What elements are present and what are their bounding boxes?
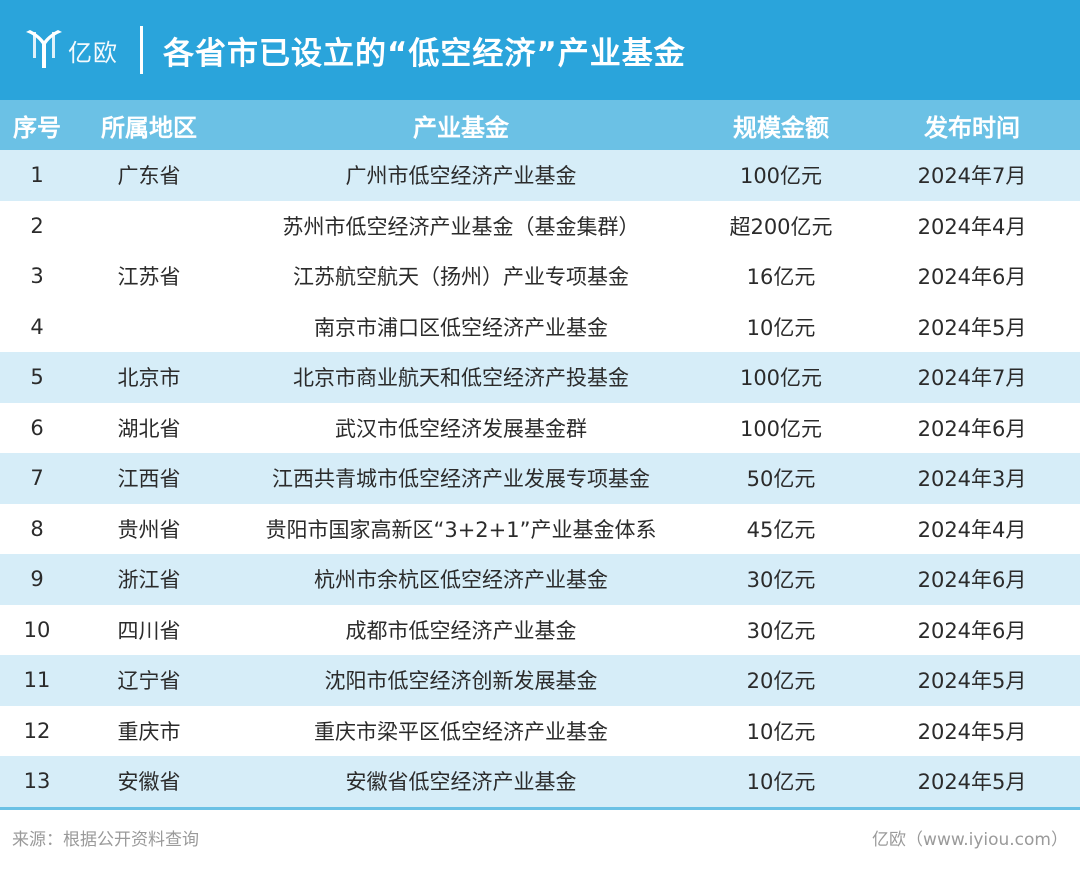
column-header-date: 发布时间 [864, 100, 1080, 150]
cell-fund: 北京市商业航天和低空经济产投基金 [224, 352, 698, 403]
cell-region: 贵州省 [74, 503, 224, 554]
cell-no: 3 [0, 251, 74, 302]
cell-scale: 100亿元 [698, 352, 864, 403]
table-row: 13 安徽省 安徽省低空经济产业基金 10亿元 2024年5月 [0, 756, 1080, 810]
cell-region: 江西省 [74, 453, 224, 504]
cell-region: 江苏省 [74, 251, 224, 302]
cell-date: 2024年5月 [864, 705, 1080, 756]
cell-date: 2024年4月 [864, 200, 1080, 251]
cell-date: 2024年5月 [864, 301, 1080, 352]
cell-no: 1 [0, 150, 74, 201]
table-row: 2 苏州市低空经济产业基金（基金集群） 超200亿元 2024年4月 [0, 200, 1080, 251]
cell-fund: 江西共青城市低空经济产业发展专项基金 [224, 453, 698, 504]
yiou-logo-icon [26, 30, 62, 68]
cell-fund: 沈阳市低空经济创新发展基金 [224, 655, 698, 706]
table-row: 8 贵州省 贵阳市国家高新区“3+2+1”产业基金体系 45亿元 2024年4月 [0, 503, 1080, 554]
cell-scale: 100亿元 [698, 150, 864, 201]
cell-scale: 10亿元 [698, 301, 864, 352]
column-header-fund: 产业基金 [224, 100, 698, 150]
table-row: 7 江西省 江西共青城市低空经济产业发展专项基金 50亿元 2024年3月 [0, 453, 1080, 504]
cell-fund: 广州市低空经济产业基金 [224, 150, 698, 201]
credit-note: 亿欧（www.iyiou.com） [872, 830, 1068, 850]
table-body: 1 广东省 广州市低空经济产业基金 100亿元 2024年7月 2 苏州市低空经… [0, 150, 1080, 810]
cell-no: 9 [0, 554, 74, 605]
logo-text: 亿欧 [68, 38, 118, 67]
cell-scale: 16亿元 [698, 251, 864, 302]
cell-no: 2 [0, 200, 74, 251]
cell-region: 广东省 [74, 150, 224, 201]
cell-fund: 贵阳市国家高新区“3+2+1”产业基金体系 [224, 503, 698, 554]
cell-region [74, 301, 224, 352]
source-note: 来源：根据公开资料查询 [12, 830, 199, 850]
table-row: 3 江苏省 江苏航空航天（扬州）产业专项基金 16亿元 2024年6月 [0, 251, 1080, 302]
table-row: 9 浙江省 杭州市余杭区低空经济产业基金 30亿元 2024年6月 [0, 554, 1080, 605]
cell-fund: 武汉市低空经济发展基金群 [224, 402, 698, 453]
column-header-no: 序号 [0, 100, 74, 150]
cell-scale: 50亿元 [698, 453, 864, 504]
cell-scale: 30亿元 [698, 554, 864, 605]
cell-scale: 20亿元 [698, 655, 864, 706]
cell-no: 6 [0, 402, 74, 453]
cell-no: 13 [0, 756, 74, 810]
cell-scale: 10亿元 [698, 756, 864, 810]
title-divider [140, 26, 143, 74]
cell-region: 重庆市 [74, 705, 224, 756]
cell-no: 5 [0, 352, 74, 403]
cell-region: 北京市 [74, 352, 224, 403]
cell-region: 四川省 [74, 604, 224, 655]
cell-scale: 30亿元 [698, 604, 864, 655]
cell-date: 2024年6月 [864, 554, 1080, 605]
cell-date: 2024年6月 [864, 604, 1080, 655]
cell-no: 7 [0, 453, 74, 504]
column-header-region: 所属地区 [74, 100, 224, 150]
cell-date: 2024年3月 [864, 453, 1080, 504]
cell-region: 辽宁省 [74, 655, 224, 706]
cell-region: 浙江省 [74, 554, 224, 605]
fund-table: 序号 所属地区 产业基金 规模金额 发布时间 1 广东省 广州市低空经济产业基金… [0, 100, 1080, 810]
cell-scale: 45亿元 [698, 503, 864, 554]
table-row: 10 四川省 成都市低空经济产业基金 30亿元 2024年6月 [0, 604, 1080, 655]
table-row: 6 湖北省 武汉市低空经济发展基金群 100亿元 2024年6月 [0, 402, 1080, 453]
cell-no: 4 [0, 301, 74, 352]
cell-date: 2024年7月 [864, 352, 1080, 403]
cell-date: 2024年6月 [864, 402, 1080, 453]
cell-no: 12 [0, 705, 74, 756]
cell-region: 安徽省 [74, 756, 224, 810]
cell-date: 2024年4月 [864, 503, 1080, 554]
cell-date: 2024年6月 [864, 251, 1080, 302]
cell-date: 2024年5月 [864, 655, 1080, 706]
brand-logo: 亿欧 [24, 20, 118, 80]
page-title: 各省市已设立的“低空经济”产业基金 [163, 35, 686, 72]
cell-fund: 杭州市余杭区低空经济产业基金 [224, 554, 698, 605]
cell-no: 10 [0, 604, 74, 655]
cell-fund: 苏州市低空经济产业基金（基金集群） [224, 200, 698, 251]
table-header-row: 序号 所属地区 产业基金 规模金额 发布时间 [0, 100, 1080, 150]
cell-fund: 重庆市梁平区低空经济产业基金 [224, 705, 698, 756]
cell-no: 8 [0, 503, 74, 554]
cell-date: 2024年7月 [864, 150, 1080, 201]
cell-date: 2024年5月 [864, 756, 1080, 810]
cell-region [74, 200, 224, 251]
table-row: 5 北京市 北京市商业航天和低空经济产投基金 100亿元 2024年7月 [0, 352, 1080, 403]
title-banner: 亿欧 各省市已设立的“低空经济”产业基金 [0, 0, 1080, 100]
table-row: 12 重庆市 重庆市梁平区低空经济产业基金 10亿元 2024年5月 [0, 705, 1080, 756]
cell-no: 11 [0, 655, 74, 706]
cell-scale: 10亿元 [698, 705, 864, 756]
table-row: 1 广东省 广州市低空经济产业基金 100亿元 2024年7月 [0, 150, 1080, 201]
cell-fund: 南京市浦口区低空经济产业基金 [224, 301, 698, 352]
cell-region: 湖北省 [74, 402, 224, 453]
table-row: 4 南京市浦口区低空经济产业基金 10亿元 2024年5月 [0, 301, 1080, 352]
cell-scale: 超200亿元 [698, 200, 864, 251]
cell-fund: 江苏航空航天（扬州）产业专项基金 [224, 251, 698, 302]
table-row: 11 辽宁省 沈阳市低空经济创新发展基金 20亿元 2024年5月 [0, 655, 1080, 706]
footer: 来源：根据公开资料查询 亿欧（www.iyiou.com） [0, 810, 1080, 866]
cell-fund: 安徽省低空经济产业基金 [224, 756, 698, 810]
cell-scale: 100亿元 [698, 402, 864, 453]
cell-fund: 成都市低空经济产业基金 [224, 604, 698, 655]
column-header-scale: 规模金额 [698, 100, 864, 150]
